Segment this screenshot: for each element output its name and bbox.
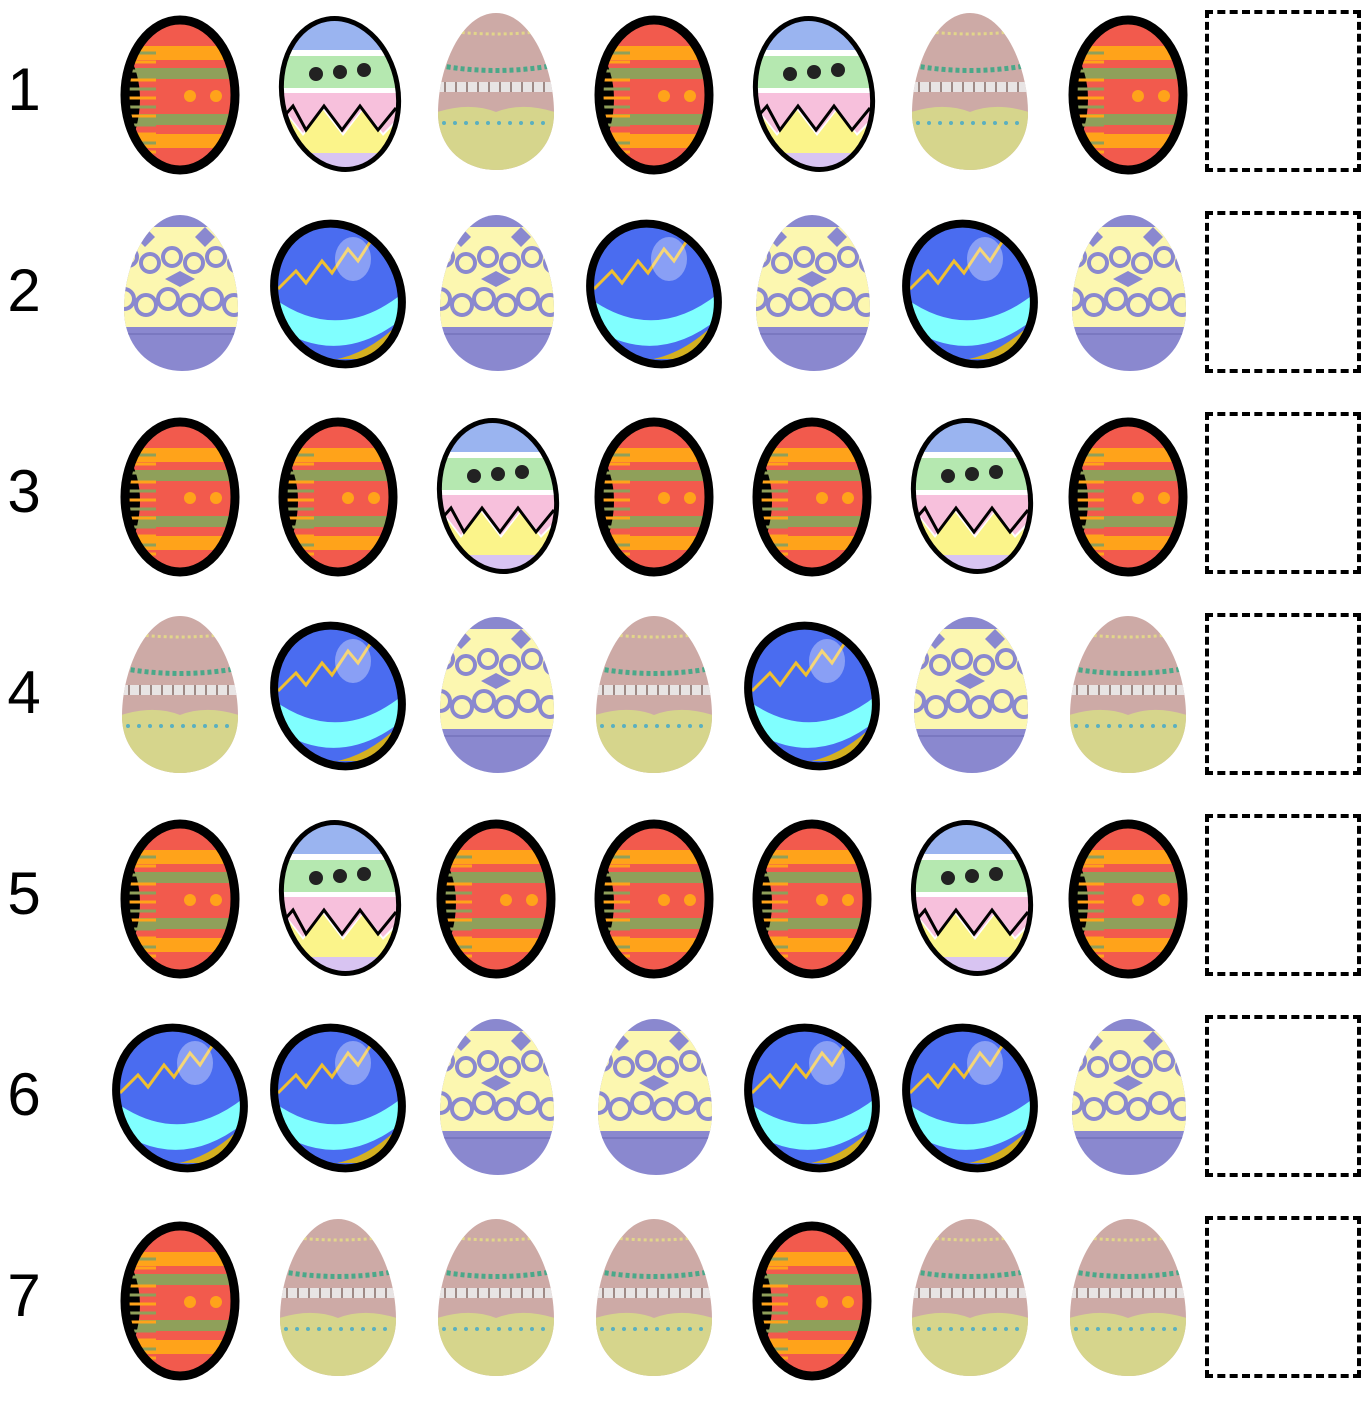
egg-striped-red-icon [426, 812, 566, 982]
egg-lace-purple-icon [426, 611, 566, 781]
egg-striped-red-icon [742, 410, 882, 580]
egg-striped-red-icon [584, 812, 724, 982]
egg-striped-red-icon [742, 812, 882, 982]
pattern-row: 5 [0, 804, 1372, 1004]
egg-striped-red-icon [268, 410, 408, 580]
egg-pastel-tan-icon [584, 611, 724, 781]
egg-zigzag-green-icon [742, 8, 882, 178]
answer-box[interactable] [1205, 1216, 1361, 1378]
egg-lace-purple-icon [426, 209, 566, 379]
egg-zigzag-green-icon [426, 410, 566, 580]
egg-lace-purple-icon [110, 209, 250, 379]
row-number: 1 [7, 56, 41, 123]
row-number: 5 [7, 860, 41, 927]
pattern-row: 2 [0, 201, 1372, 401]
egg-striped-red-icon [110, 812, 250, 982]
egg-blue-glossy-icon [900, 209, 1040, 379]
egg-striped-red-icon [1058, 812, 1198, 982]
egg-striped-red-icon [584, 410, 724, 580]
answer-box[interactable] [1205, 412, 1361, 574]
egg-zigzag-green-icon [268, 8, 408, 178]
egg-striped-red-icon [110, 1214, 250, 1384]
answer-box[interactable] [1205, 211, 1361, 373]
egg-lace-purple-icon [742, 209, 882, 379]
egg-zigzag-green-icon [900, 410, 1040, 580]
answer-box[interactable] [1205, 613, 1361, 775]
egg-pastel-tan-icon [1058, 1214, 1198, 1384]
row-number: 6 [7, 1061, 41, 1128]
egg-striped-red-icon [110, 410, 250, 580]
egg-pastel-tan-icon [900, 1214, 1040, 1384]
egg-lace-purple-icon [1058, 209, 1198, 379]
egg-pastel-tan-icon [900, 8, 1040, 178]
egg-blue-glossy-icon [268, 611, 408, 781]
egg-pastel-tan-icon [584, 1214, 724, 1384]
row-number: 4 [7, 659, 41, 726]
egg-blue-glossy-icon [742, 611, 882, 781]
egg-pastel-tan-icon [268, 1214, 408, 1384]
egg-striped-red-icon [742, 1214, 882, 1384]
egg-striped-red-icon [1058, 410, 1198, 580]
pattern-row: 7 [0, 1206, 1372, 1406]
egg-blue-glossy-icon [584, 209, 724, 379]
egg-lace-purple-icon [1058, 1013, 1198, 1183]
egg-blue-glossy-icon [742, 1013, 882, 1183]
answer-box[interactable] [1205, 814, 1361, 976]
egg-lace-purple-icon [900, 611, 1040, 781]
egg-zigzag-green-icon [268, 812, 408, 982]
egg-zigzag-green-icon [900, 812, 1040, 982]
egg-striped-red-icon [584, 8, 724, 178]
egg-striped-red-icon [1058, 8, 1198, 178]
pattern-row: 3 [0, 402, 1372, 602]
egg-pastel-tan-icon [426, 1214, 566, 1384]
row-number: 2 [7, 257, 41, 324]
egg-blue-glossy-icon [110, 1013, 250, 1183]
row-number: 7 [7, 1262, 41, 1329]
egg-blue-glossy-icon [268, 1013, 408, 1183]
row-number: 3 [7, 458, 41, 525]
pattern-row: 1 [0, 0, 1372, 200]
egg-blue-glossy-icon [900, 1013, 1040, 1183]
egg-pastel-tan-icon [110, 611, 250, 781]
egg-lace-purple-icon [426, 1013, 566, 1183]
egg-striped-red-icon [110, 8, 250, 178]
answer-box[interactable] [1205, 1015, 1361, 1177]
egg-lace-purple-icon [584, 1013, 724, 1183]
pattern-row: 6 [0, 1005, 1372, 1205]
answer-box[interactable] [1205, 10, 1361, 172]
egg-pastel-tan-icon [1058, 611, 1198, 781]
egg-blue-glossy-icon [268, 209, 408, 379]
pattern-row: 4 [0, 603, 1372, 803]
egg-pastel-tan-icon [426, 8, 566, 178]
